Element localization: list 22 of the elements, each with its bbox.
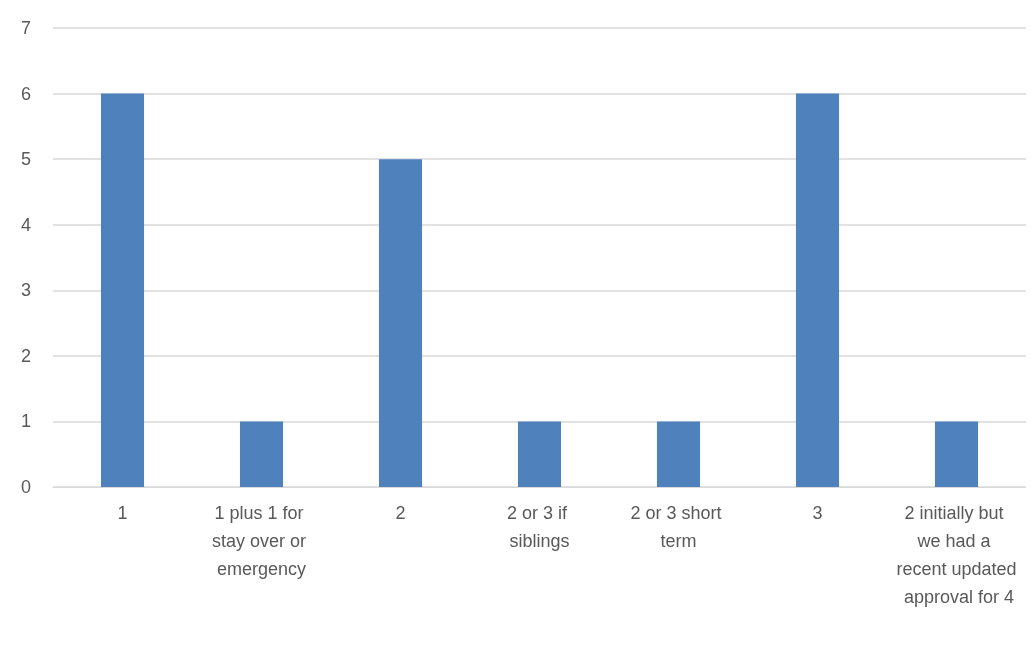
x-tick-label: 1: [117, 503, 128, 523]
bar: [934, 421, 979, 487]
y-tick-label: 2: [20, 345, 31, 366]
bar: [517, 421, 562, 487]
y-tick-label: 1: [20, 411, 31, 432]
bar: [656, 421, 701, 487]
x-tick-label: 2: [395, 503, 406, 523]
y-tick-label: 5: [20, 149, 31, 170]
y-tick-label: 0: [20, 477, 31, 497]
y-tick-label: 6: [20, 83, 31, 104]
y-tick-label: 7: [20, 18, 31, 38]
x-tick-label: 1 plus 1 for stay over or emergency: [211, 503, 312, 579]
bar: [239, 421, 284, 487]
bar: [100, 93, 145, 487]
y-tick-label: 3: [20, 280, 31, 301]
x-tick-label: 2 or 3 if siblings: [506, 503, 573, 551]
bar: [795, 93, 840, 487]
x-tick-label: 2 initially but we had a recent updated approval for 4: [896, 503, 1017, 607]
x-tick-label: 3: [812, 503, 823, 523]
y-tick-label: 4: [20, 214, 31, 235]
x-tick-label: 2 or 3 short term: [630, 503, 727, 551]
bar: [378, 159, 423, 487]
